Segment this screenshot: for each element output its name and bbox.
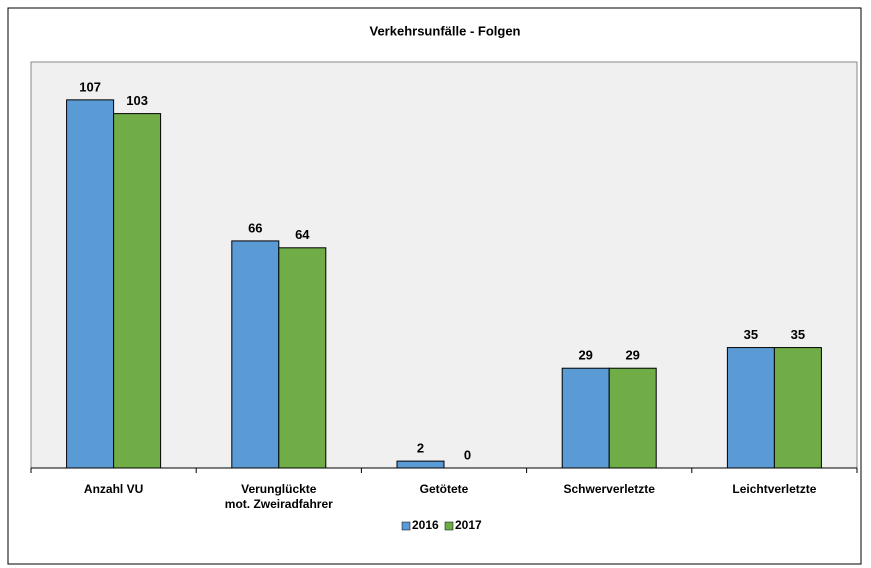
bar [396, 460, 445, 469]
bar [726, 347, 775, 469]
value-label: 107 [79, 79, 101, 94]
value-label: 2 [417, 441, 424, 456]
value-label: 64 [295, 227, 310, 242]
legend-swatch [401, 521, 411, 531]
chart-title: Verkehrsunfälle - Folgen [370, 23, 521, 38]
bar [231, 240, 280, 469]
bar [773, 347, 822, 469]
value-label: 103 [126, 93, 148, 108]
x-tick-label: Anzahl VU [83, 482, 144, 496]
legend-swatch [444, 521, 454, 531]
value-label: 29 [578, 348, 592, 363]
x-tick-label: Schwerverletzte [563, 482, 655, 496]
value-label: 35 [791, 327, 805, 342]
bar [113, 113, 162, 469]
plot-area [30, 61, 858, 469]
value-label: 35 [744, 327, 758, 342]
bar [278, 247, 327, 469]
value-label: 0 [464, 447, 471, 462]
bar [561, 367, 610, 469]
value-label: 29 [625, 348, 639, 363]
bar [608, 367, 657, 469]
x-tick-label: Verunglückte mot. Zweiradfahrer [224, 482, 333, 511]
x-tick-label: Getötete [419, 482, 469, 496]
x-tick-label: Leichtverletzte [732, 482, 817, 496]
legend-label: 2017 [455, 518, 482, 532]
legend-label: 2016 [412, 518, 439, 532]
value-label: 66 [248, 220, 262, 235]
bar [66, 99, 115, 469]
